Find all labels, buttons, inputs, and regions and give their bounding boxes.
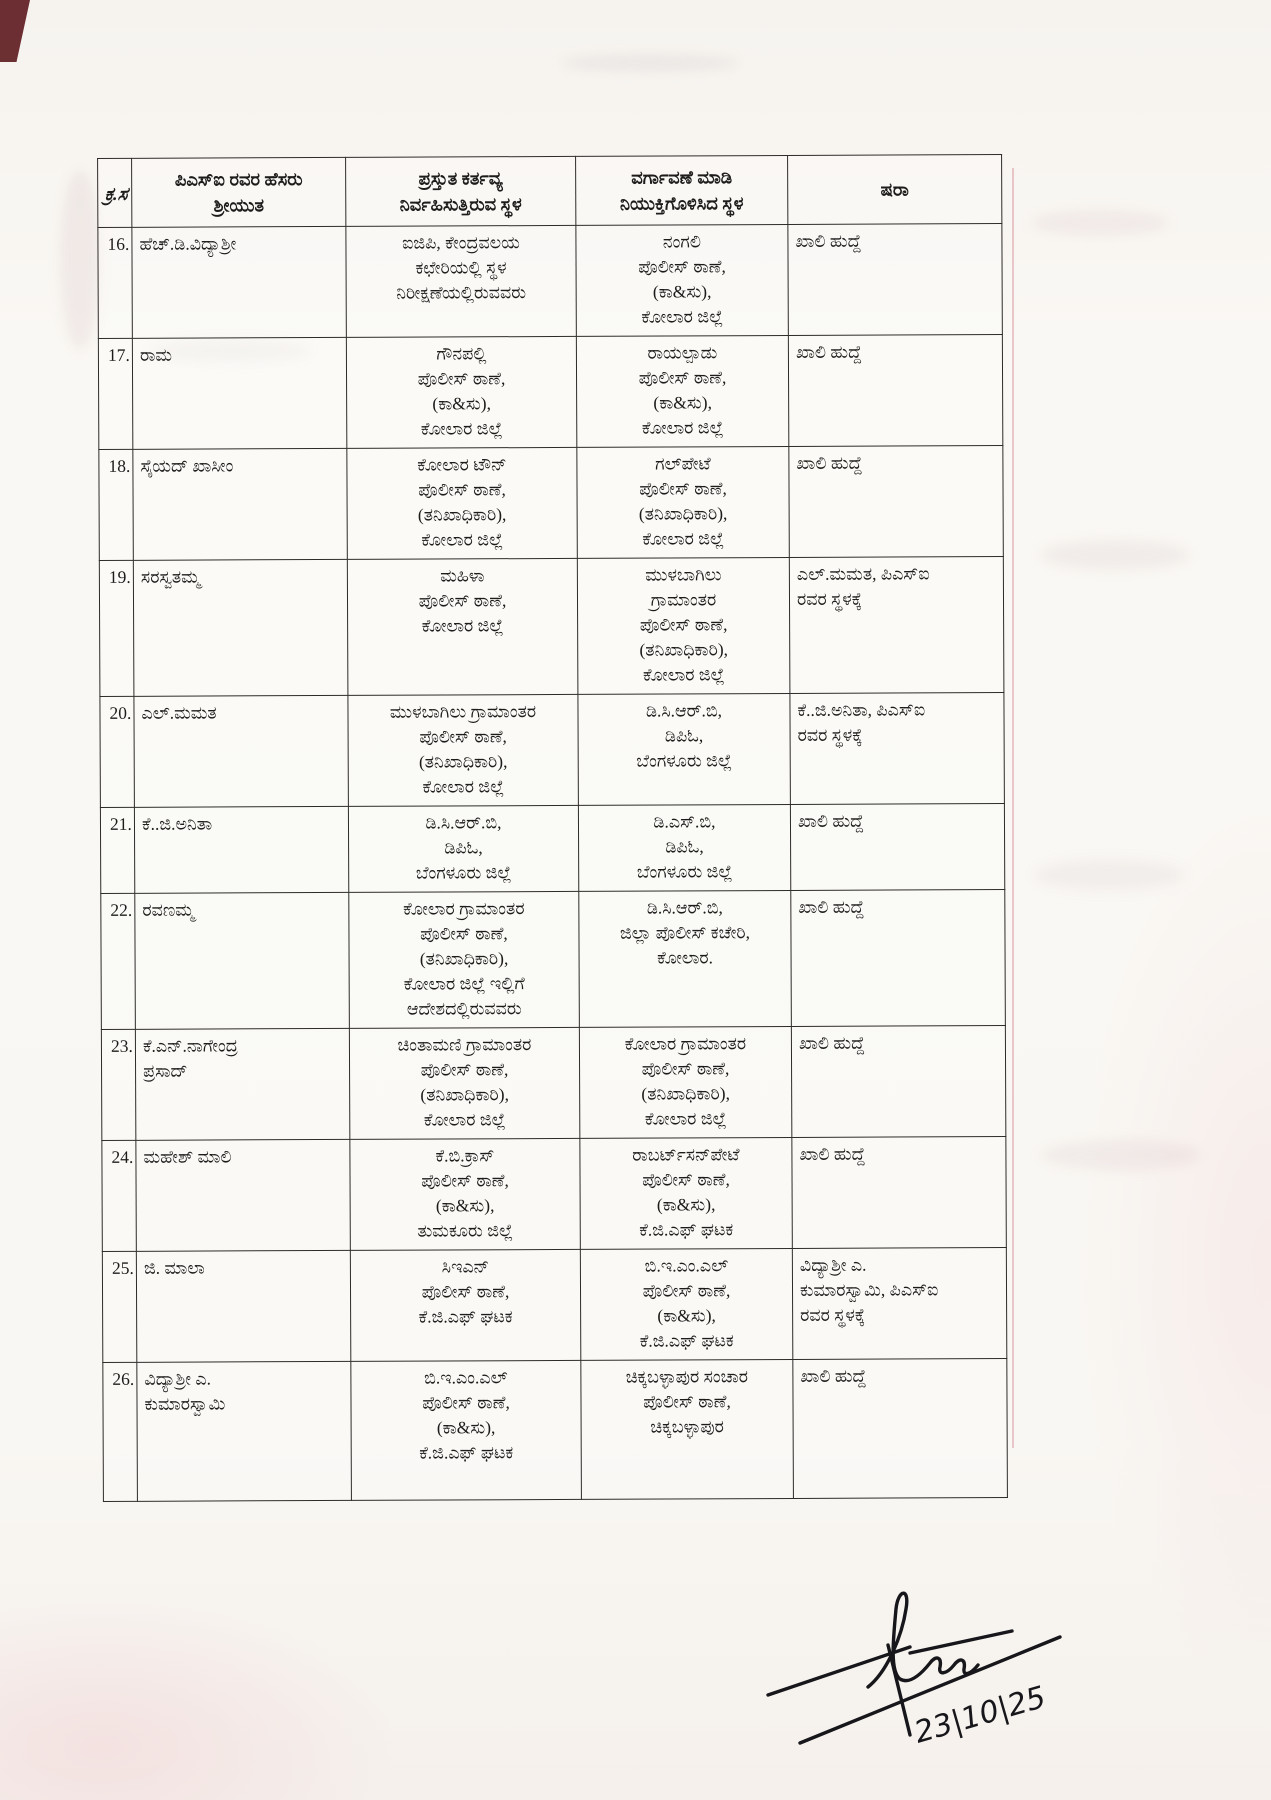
cell-new-place: ರಾಬರ್ಟ್‌ಸನ್‌ಪೇಟೆ ಪೊಲೀಸ್ ಠಾಣೆ, (ಕಾ&ಸು), ಕ… — [579, 1137, 793, 1250]
cell-serial: 16. — [97, 227, 133, 339]
cell-remarks: ಖಾಲಿ ಹುದ್ದೆ — [790, 803, 1005, 891]
table-row: 20. ಎಲ್.ಮಮತ ಮುಳಬಾಗಿಲು ಗ್ರಾಮಾಂತರ ಪೊಲೀಸ್ ಠ… — [99, 692, 1005, 808]
cell-serial: 24. — [101, 1140, 137, 1252]
cell-new-place: ಬಿ.ಇ.ಎಂ.ಎಲ್ ಪೊಲೀಸ್ ಠಾಣೆ, (ಕಾ&ಸು), ಕೆ.ಜಿ.… — [580, 1248, 793, 1361]
cell-psi-name: ಕೆ.ಎನ್.ನಾಗೇಂದ್ರ ಪ್ರಸಾದ್ — [135, 1028, 350, 1141]
cell-current-place: ಸಿಇಎನ್ ಪೊಲೀಸ್ ಠಾಣೆ, ಕೆ.ಜಿ.ಎಫ್ ಘಟಕ — [350, 1249, 581, 1362]
signature-icon: 23|10|25 — [766, 1591, 1062, 1751]
cell-serial: 17. — [98, 338, 133, 450]
cell-psi-name: ರವಣಮ್ಮ — [134, 892, 350, 1030]
header-serial: ಕ್ರ.ಸ — [94, 158, 136, 228]
table-row: 17. ರಾಮ ಗೌನಪಲ್ಲಿ ಪೊಲೀಸ್ ಠಾಣೆ, (ಕಾ&ಸು), ಕ… — [98, 334, 1003, 450]
table-row: 19. ಸರಸ್ವತಮ್ಮ ಮಹಿಳಾ ಪೊಲೀಸ್ ಠಾಣೆ, ಕೋಲಾರ ಜ… — [99, 556, 1004, 697]
table-row: 21. ಕೆ..ಜಿ.ಅನಿತಾ ಡಿ.ಸಿ.ಆರ್.ಬಿ, ಡಿಪಿಓ, ಬೆ… — [100, 803, 1005, 894]
cell-remarks: ಖಾಲಿ ಹುದ್ದೆ — [792, 1358, 1008, 1499]
scan-smudge — [560, 55, 740, 71]
cell-current-place: ಐಜಿಪಿ, ಕೇಂದ್ರವಲಯ ಕಛೇರಿಯಲ್ಲಿ ಸ್ಥಳ ನಿರೀಕ್ಷ… — [345, 225, 577, 338]
table-row: 18. ಸೈಯದ್ ಖಾಸೀಂ ಕೋಲಾರ ಟೌನ್ ಪೊಲೀಸ್ ಠಾಣೆ, … — [98, 445, 1004, 561]
cell-psi-name: ವಿದ್ಯಾಶ್ರೀ ಎ. ಕುಮಾರಸ್ವಾಮಿ — [136, 1361, 352, 1502]
cell-psi-name: ಹೆಚ್.ಡಿ.ವಿದ್ಯಾಶ್ರೀ — [131, 226, 347, 339]
cell-remarks: ಖಾಲಿ ಹುದ್ದೆ — [791, 1025, 1006, 1138]
signature-block: 23|10|25 — [760, 1575, 1100, 1765]
cell-new-place: ಡಿ.ಸಿ.ಆರ್.ಬಿ, ಜಿಲ್ಲಾ ಪೊಲೀಸ್ ಕಚೇರಿ, ಕೋಲಾರ… — [578, 890, 792, 1028]
cell-psi-name: ಸರಸ್ವತಮ್ಮ — [133, 559, 348, 697]
table-row: 24. ಮಹೇಶ್ ಮಾಲಿ ಕೆ.ಬಿ.ಕ್ರಾಸ್ ಪೊಲೀಸ್ ಠಾಣೆ,… — [101, 1136, 1007, 1252]
cell-psi-name: ರಾಮ — [132, 337, 347, 450]
cell-remarks: ಎಲ್.ಮಮತ, ಪಿಎಸ್ಐ ರವರ ಸ್ಥಳಕ್ಕೆ — [789, 556, 1004, 694]
scan-smudge — [1040, 540, 1190, 570]
cell-current-place: ಕೋಲಾರ ಗ್ರಾಮಾಂತರ ಪೊಲೀಸ್ ಠಾಣೆ, (ತನಿಖಾಧಿಕಾರ… — [348, 891, 580, 1029]
table-row: 25. ಜಿ. ಮಾಲಾ ಸಿಇಎನ್ ಪೊಲೀಸ್ ಠಾಣೆ, ಕೆ.ಜಿ.ಎ… — [102, 1247, 1007, 1363]
cell-current-place: ಬಿ.ಇ.ಎಂ.ಎಲ್ ಪೊಲೀಸ್ ಠಾಣೆ, (ಕಾ&ಸು), ಕೆ.ಜಿ.… — [350, 1360, 582, 1501]
cell-new-place: ಕೋಲಾರ ಗ್ರಾಮಾಂತರ ಪೊಲೀಸ್ ಠಾಣೆ, (ತನಿಖಾಧಿಕಾರ… — [579, 1026, 792, 1139]
cell-serial: 18. — [98, 449, 134, 561]
cell-serial: 21. — [100, 807, 135, 894]
transfer-table-body: 16. ಹೆಚ್.ಡಿ.ವಿದ್ಯಾಶ್ರೀ ಐಜಿಪಿ, ಕೇಂದ್ರವಲಯ … — [97, 223, 1008, 1502]
cell-new-place: ಮುಳಬಾಗಿಲು ಗ್ರಾಮಾಂತರ ಪೊಲೀಸ್ ಠಾಣೆ, (ತನಿಖಾಧ… — [577, 557, 790, 695]
table-row: 26. ವಿದ್ಯಾಶ್ರೀ ಎ. ಕುಮಾರಸ್ವಾಮಿ ಬಿ.ಇ.ಎಂ.ಎಲ… — [102, 1358, 1008, 1502]
cell-current-place: ಚಿಂತಾಮಣಿ ಗ್ರಾಮಾಂತರ ಪೊಲೀಸ್ ಠಾಣೆ, (ತನಿಖಾಧಿ… — [349, 1027, 580, 1140]
header-new-place: ವರ್ಗಾವಣೆ ಮಾಡಿ ನಿಯುಕ್ತಿಗೊಳಿಸಿದ ಸ್ಥಳ — [575, 155, 788, 226]
scan-smudge — [150, 340, 310, 362]
header-psi-name: ಪಿಎಸ್ಐ ರವರ ಹೆಸರು ಶ್ರೀಯುತ — [131, 157, 346, 228]
cell-current-place: ಮಹಿಳಾ ಪೊಲೀಸ್ ಠಾಣೆ, ಕೋಲಾರ ಜಿಲ್ಲೆ — [347, 558, 578, 696]
transfer-table: ಕ್ರ.ಸ ಪಿಎಸ್ಐ ರವರ ಹೆಸರು ಶ್ರೀಯುತ ಪ್ರಸ್ತುತ … — [94, 154, 1008, 1502]
cell-psi-name: ಎಲ್.ಮಮತ — [133, 695, 349, 808]
cell-new-place: ಡಿ.ಎಸ್.ಬಿ, ಡಿಪಿಓ, ಬೆಂಗಳೂರು ಜಿಲ್ಲೆ — [578, 804, 791, 892]
cell-psi-name: ಸೈಯದ್ ಖಾಸೀಂ — [132, 448, 348, 561]
cell-remarks: ಖಾಲಿ ಹುದ್ದೆ — [791, 1136, 1007, 1249]
cell-new-place: ಗಲ್‌ಪೇಟೆ ಪೊಲೀಸ್ ಠಾಣೆ, (ತನಿಖಾಧಿಕಾರಿ), ಕೋಲ… — [576, 446, 790, 559]
table-row: 16. ಹೆಚ್.ಡಿ.ವಿದ್ಯಾಶ್ರೀ ಐಜಿಪಿ, ಕೇಂದ್ರವಲಯ … — [97, 223, 1003, 339]
cell-current-place: ಕೆ.ಬಿ.ಕ್ರಾಸ್ ಪೊಲೀಸ್ ಠಾಣೆ, (ಕಾ&ಸು), ತುಮಕೂ… — [349, 1138, 581, 1251]
cell-serial: 23. — [101, 1029, 136, 1141]
cell-serial: 26. — [102, 1362, 138, 1502]
cell-remarks: ಖಾಲಿ ಹುದ್ದೆ — [790, 889, 1006, 1027]
scan-smudge — [1030, 210, 1170, 236]
cell-serial: 20. — [99, 696, 135, 808]
table-header: ಕ್ರ.ಸ ಪಿಎಸ್ಐ ರವರ ಹೆಸರು ಶ್ರೀಯುತ ಪ್ರಸ್ತುತ … — [94, 154, 1002, 228]
cell-serial: 22. — [100, 893, 136, 1030]
cell-new-place: ಡಿ.ಸಿ.ಆರ್.ಬಿ, ಡಿಪಿಓ, ಬೆಂಗಳೂರು ಜಿಲ್ಲೆ — [577, 693, 791, 806]
cell-serial: 25. — [102, 1251, 137, 1363]
cell-current-place: ಗೌನಪಲ್ಲಿ ಪೊಲೀಸ್ ಠಾಣೆ, (ಕಾ&ಸು), ಕೋಲಾರ ಜಿಲ… — [346, 336, 577, 449]
cell-psi-name: ಕೆ..ಜಿ.ಅನಿತಾ — [134, 806, 349, 894]
table-row: 22. ರವಣಮ್ಮ ಕೋಲಾರ ಗ್ರಾಮಾಂತರ ಪೊಲೀಸ್ ಠಾಣೆ, … — [100, 889, 1006, 1030]
cell-remarks: ವಿದ್ಯಾಶ್ರೀ ಎ. ಕುಮಾರಸ್ವಾಮಿ, ಪಿಎಸ್ಐ ರವರ ಸ್… — [792, 1247, 1007, 1360]
header-row: ಕ್ರ.ಸ ಪಿಎಸ್ಐ ರವರ ಹೆಸರು ಶ್ರೀಯುತ ಪ್ರಸ್ತುತ … — [94, 154, 1002, 228]
header-remarks: ಷರಾ — [787, 154, 1002, 225]
cell-psi-name: ಮಹೇಶ್ ಮಾಲಿ — [135, 1139, 351, 1252]
cell-new-place: ನಂಗಲಿ ಪೊಲೀಸ್ ಠಾಣೆ, (ಕಾ&ಸು), ಕೋಲಾರ ಜಿಲ್ಲೆ — [575, 224, 789, 337]
scan-corner-mark — [0, 0, 30, 62]
cell-serial: 19. — [99, 560, 134, 697]
cell-psi-name: ಜಿ. ಮಾಲಾ — [136, 1250, 351, 1363]
header-current-place: ಪ್ರಸ್ತುತ ಕರ್ತವ್ಯ ನಿರ್ವಹಿಸುತ್ತಿರುವ ಸ್ಥಳ — [345, 156, 576, 227]
cell-remarks: ಕೆ..ಜಿ.ಅನಿತಾ, ಪಿಎಸ್ಐ ರವರ ಸ್ಥಳಕ್ಕೆ — [789, 692, 1005, 805]
scan-smudge — [1035, 860, 1185, 890]
cell-new-place: ಚಿಕ್ಕಬಳ್ಳಾಪುರ ಸಂಚಾರ ಪೊಲೀಸ್ ಠಾಣೆ, ಚಿಕ್ಕಬಳ… — [580, 1359, 794, 1500]
cell-remarks: ಖಾಲಿ ಹುದ್ದೆ — [788, 334, 1003, 447]
table-row: 23. ಕೆ.ಎನ್.ನಾಗೇಂದ್ರ ಪ್ರಸಾದ್ ಚಿಂತಾಮಣಿ ಗ್ರ… — [101, 1025, 1006, 1141]
cell-current-place: ಕೋಲಾರ ಟೌನ್ ಪೊಲೀಸ್ ಠಾಣೆ, (ತನಿಖಾಧಿಕಾರಿ), ಕ… — [346, 447, 578, 560]
cell-current-place: ಮುಳಬಾಗಿಲು ಗ್ರಾಮಾಂತರ ಪೊಲೀಸ್ ಠಾಣೆ, (ತನಿಖಾಧ… — [347, 694, 579, 807]
cell-current-place: ಡಿ.ಸಿ.ಆರ್.ಬಿ, ಡಿಪಿಓ, ಬೆಂಗಳೂರು ಜಿಲ್ಲೆ — [348, 805, 579, 893]
cell-remarks: ಖಾಲಿ ಹುದ್ದೆ — [787, 223, 1003, 336]
cell-new-place: ರಾಯಲ್ಪಾಡು ಪೊಲೀಸ್ ಠಾಣೆ, (ಕಾ&ಸು), ಕೋಲಾರ ಜಿ… — [576, 335, 789, 448]
scan-smudge — [60, 170, 100, 350]
scan-smudge — [1040, 1140, 1200, 1170]
cell-remarks: ಖಾಲಿ ಹುದ್ದೆ — [788, 445, 1004, 558]
scan-pink-line — [1012, 168, 1014, 1448]
